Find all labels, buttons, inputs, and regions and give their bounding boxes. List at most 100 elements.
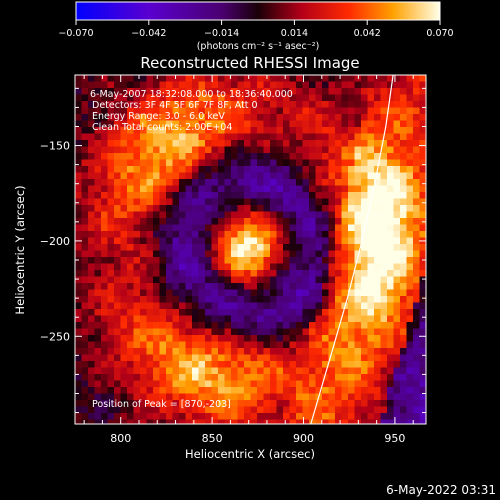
heatmap-cell [172,172,180,180]
heatmap-cell [153,413,160,420]
heatmap-cell [231,75,238,82]
heatmap-cell [166,393,173,401]
heatmap-cell [114,322,121,329]
heatmap-cell [244,341,251,349]
heatmap-cell [348,413,355,420]
heatmap-cell [419,250,426,258]
heatmap-cell [166,367,173,375]
heatmap-cell [413,393,420,401]
heatmap-cell [406,81,414,89]
heatmap-cell [94,315,102,323]
heatmap-cell [283,296,290,303]
heatmap-cell [276,374,284,381]
heatmap-cell [146,354,154,362]
heatmap-cell [263,185,271,193]
heatmap-cell [276,322,284,329]
heatmap-cell [257,153,264,160]
heatmap-cell [348,192,355,199]
heatmap-cell [276,94,284,102]
heatmap-cell [289,263,297,271]
heatmap-cell [185,107,193,115]
heatmap-cell [361,289,368,297]
heatmap-cell [283,367,290,375]
heatmap-cell [374,133,381,141]
heatmap-cell [328,120,336,128]
heatmap-cell [192,374,199,381]
heatmap-cell [374,263,381,271]
heatmap-cell [244,107,251,115]
heatmap-cell [406,302,414,310]
heatmap-cell [393,315,401,323]
heatmap-cell [88,81,95,89]
heatmap-cell [166,250,173,258]
heatmap-cell [309,270,316,277]
heatmap-cell [419,94,426,102]
heatmap-cell [185,289,193,297]
heatmap-cell [413,88,420,95]
heatmap-cell [257,400,264,407]
heatmap-cell [153,185,160,193]
heatmap-cell [276,159,284,167]
heatmap-cell [172,179,180,186]
heatmap-cell [341,387,349,394]
heatmap-cell [237,302,245,310]
heatmap-cell [237,218,245,225]
heatmap-cell [250,211,258,219]
heatmap-cell [250,159,258,167]
heatmap-cell [283,315,290,323]
heatmap-cell [101,328,108,336]
annotation-energy-range: Energy Range: 3.0 - 6.0 keV [92,111,225,122]
heatmap-cell [88,335,95,342]
heatmap-cell [419,328,426,336]
heatmap-cell [140,159,147,167]
heatmap-cell [75,315,82,323]
heatmap-cell [315,172,323,180]
heatmap-cell [146,250,154,258]
heatmap-cell [276,367,284,375]
heatmap-cell [393,101,401,108]
heatmap-cell [322,374,329,381]
heatmap-cell [237,419,245,424]
heatmap-cell [127,380,134,388]
heatmap-cell [81,88,89,95]
heatmap-cell [367,81,375,89]
heatmap-cell [244,296,251,303]
heatmap-cell [231,120,238,128]
heatmap-cell [231,387,238,394]
heatmap-cell [406,328,414,336]
heatmap-cell [114,387,121,394]
heatmap-cell [211,328,219,336]
heatmap-cell [250,289,258,297]
heatmap-cell [94,81,102,89]
heatmap-cell [172,140,180,147]
heatmap-cell [302,140,310,147]
heatmap-cell [205,81,212,89]
heatmap-cell [393,374,401,381]
heatmap-cell [400,413,407,420]
heatmap-cell [354,133,362,141]
heatmap-cell [393,205,401,212]
heatmap-cell [270,393,277,401]
heatmap-cell [75,419,82,424]
heatmap-cell [107,257,115,264]
heatmap-cell [419,88,426,95]
heatmap-cell [374,270,381,277]
heatmap-cell [250,172,258,180]
heatmap-cell [328,205,336,212]
heatmap-cell [244,81,251,89]
heatmap-cell [302,75,310,82]
heatmap-cell [127,120,134,128]
heatmap-cell [88,393,95,401]
heatmap-cell [81,75,89,82]
heatmap-cell [244,218,251,225]
heatmap-cell [81,263,89,271]
heatmap-cell [302,244,310,251]
heatmap-cell [315,205,323,212]
heatmap-cell [348,185,355,193]
heatmap-cell [341,374,349,381]
heatmap-cell [367,185,375,193]
heatmap-cell [367,75,375,82]
heatmap-cell [133,354,141,362]
heatmap-cell [380,374,388,381]
heatmap-cell [309,224,316,232]
